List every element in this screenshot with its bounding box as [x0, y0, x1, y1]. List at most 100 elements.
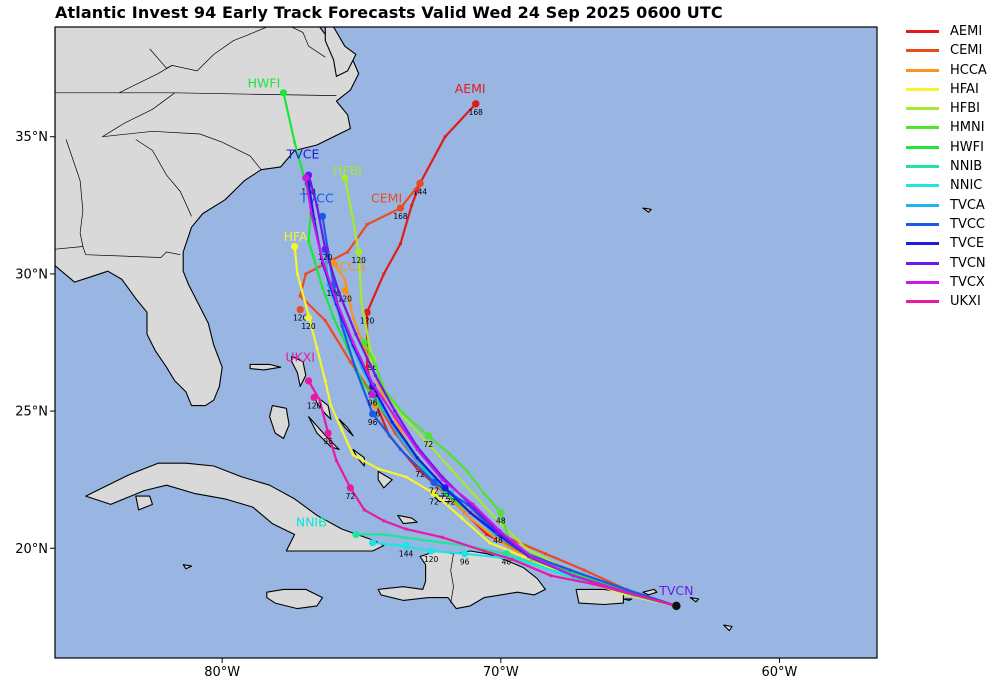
track-label-hwfi: HWFI [248, 75, 281, 90]
track-point [582, 568, 587, 572]
track-point [543, 552, 548, 556]
track-point [591, 582, 595, 586]
track-point [471, 491, 475, 495]
land-acklins [377, 470, 393, 489]
forecast-hour-label: 72 [429, 486, 439, 495]
track-point [426, 442, 430, 446]
legend-swatch [906, 242, 939, 246]
forecast-hour-marker [402, 541, 410, 550]
border-va-nc [55, 92, 337, 96]
track-point [376, 467, 380, 471]
forecast-hour-label: 48 [496, 517, 506, 526]
legend-label: TVCA [950, 197, 985, 213]
forecast-hour-label: 120 [318, 253, 333, 262]
plot-frame [54, 26, 878, 659]
track-point [371, 382, 375, 386]
track-line-tvcc [321, 216, 677, 607]
track-label-hfbi: HFBI [333, 163, 362, 178]
legend-swatch [906, 280, 939, 284]
legend-item-ukxi: UKXI [898, 292, 998, 311]
border-haiti-dr [450, 553, 454, 604]
track-point [340, 428, 344, 432]
track-point [348, 360, 352, 364]
track-endpoint [416, 179, 424, 187]
track-point [334, 458, 339, 463]
track-label-tvcn: TVCN [658, 583, 693, 598]
track-point [488, 541, 492, 545]
land-andros [269, 405, 290, 440]
legend-label: HMNI [950, 120, 985, 136]
track-point [465, 469, 469, 474]
track-point [398, 242, 403, 246]
legend-label: HWFI [950, 139, 984, 155]
track-point [345, 250, 350, 254]
land-puerto-rico [575, 588, 624, 606]
legend-swatch [906, 184, 939, 188]
forecast-hour-label: 120 [424, 555, 439, 564]
forecast-hour-marker [304, 314, 313, 322]
legend-item-tvce: TVCE [898, 234, 998, 253]
track-point [443, 491, 447, 495]
track-point [334, 299, 339, 303]
track-label-nnic: NNIC [296, 514, 327, 529]
track-point [315, 203, 319, 207]
track-endpoint [291, 242, 299, 251]
forecast-hour-marker [341, 286, 349, 294]
forecast-hour-marker [424, 432, 432, 440]
forecast-hour-marker [346, 484, 354, 492]
track-endpoint [472, 100, 480, 108]
border-va-wv [213, 27, 267, 55]
track-point [468, 510, 472, 515]
legend-item-hfai: HFAI [898, 80, 998, 99]
legend-item-cemi: CEMI [898, 41, 998, 60]
forecast-hour-label: 168 [393, 212, 408, 221]
forecast-hour-label: 72 [415, 470, 425, 479]
land-bermuda [642, 207, 652, 213]
track-label-hfai: HFAI [284, 229, 312, 244]
legend-label: CEMI [950, 43, 983, 59]
land-inagua [397, 514, 418, 525]
forecast-hour-marker [310, 393, 318, 401]
y-tick-label: 30°N [15, 267, 48, 282]
track-label-hcca: HCCA [330, 259, 366, 274]
x-tick-label: 70°W [483, 665, 519, 680]
track-point [398, 447, 403, 452]
legend-item-nnic: NNIC [898, 176, 998, 195]
track-point [306, 239, 311, 243]
legend-label: TVCN [950, 255, 986, 271]
track-point [398, 543, 403, 548]
track-point [632, 593, 637, 597]
track-point [440, 478, 444, 482]
land-antigua [723, 624, 733, 632]
forecast-hour-marker [427, 547, 435, 555]
forecast-hour-label: 96 [323, 437, 333, 446]
land-grand-bahama [249, 363, 282, 371]
track-label-aemi: AEMI [455, 81, 486, 96]
track-point [443, 135, 447, 139]
track-point [421, 538, 425, 542]
track-point [354, 332, 358, 336]
track-point [393, 414, 397, 419]
track-label-nnib: NNIB [296, 514, 327, 529]
track-point [323, 379, 327, 383]
track-point [449, 453, 453, 457]
forecast-hour-label: 144 [413, 187, 428, 196]
y-tick-label: 20°N [15, 542, 48, 557]
track-point [499, 530, 503, 534]
forecast-hour-label: 120 [293, 314, 308, 323]
forecast-hour-marker [396, 204, 405, 212]
land-abaco [291, 355, 307, 387]
land-vieques [622, 598, 633, 601]
track-label-cemi: CEMI [371, 191, 402, 206]
track-point [410, 203, 414, 207]
border-ga-fl [55, 246, 181, 258]
forecast-hour-marker [502, 550, 511, 558]
storm-origin-marker [672, 601, 681, 611]
y-tick-label: 35°N [15, 130, 48, 145]
track-point [468, 516, 472, 520]
track-point [323, 318, 327, 323]
track-point [496, 519, 500, 523]
forecast-hour-marker [369, 391, 377, 399]
forecast-hour-label: 72 [429, 497, 439, 506]
track-point [398, 436, 403, 441]
